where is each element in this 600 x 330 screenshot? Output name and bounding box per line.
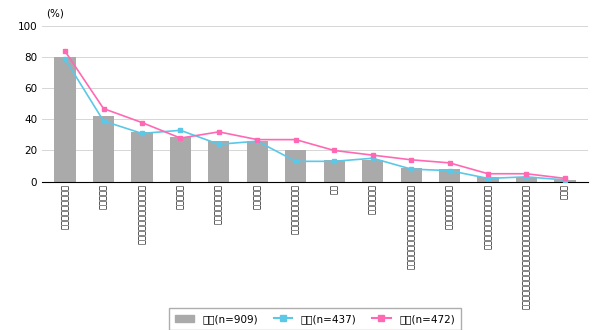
Bar <box>323 160 345 182</box>
Bar <box>478 177 499 182</box>
Bar <box>55 57 76 182</box>
Legend: 全体(n=909), 男性(n=437), 女性(n=472): 全体(n=909), 男性(n=437), 女性(n=472) <box>169 308 461 330</box>
Bar <box>285 150 307 182</box>
Bar <box>554 180 575 182</box>
Bar <box>247 141 268 182</box>
Text: (%): (%) <box>46 9 64 18</box>
Bar <box>362 160 383 182</box>
Bar <box>170 137 191 182</box>
Bar <box>439 169 460 182</box>
Bar <box>401 168 422 182</box>
Bar <box>93 116 114 182</box>
Bar <box>208 141 229 182</box>
Bar <box>516 177 537 182</box>
Bar <box>131 132 152 182</box>
